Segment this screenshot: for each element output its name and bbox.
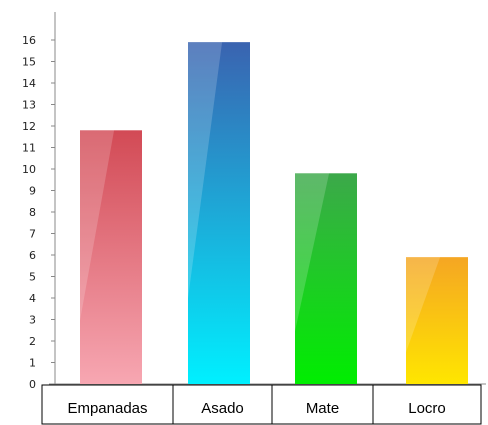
y-tick-label: 10: [22, 163, 36, 176]
category-label-row: Empanadas Asado Mate Locro: [41, 384, 482, 425]
bar-empanadas: [80, 130, 142, 384]
y-tick-label: 11: [22, 142, 36, 155]
y-tick-label: 16: [22, 34, 36, 47]
bar-sheen: [80, 130, 115, 321]
y-tick-label: 9: [29, 185, 36, 198]
y-tick-label: 8: [29, 206, 36, 219]
y-tick-label: 4: [29, 292, 36, 305]
y-tick-label: 7: [29, 228, 36, 241]
y-tick-label: 1: [29, 357, 36, 370]
category-cell: [372, 384, 482, 425]
y-tick-label: 5: [29, 271, 36, 284]
y-tick-label: 0: [29, 378, 36, 391]
y-tick-label: 13: [22, 99, 36, 112]
y-tick-label: 3: [29, 314, 36, 327]
category-label: Locro: [408, 400, 446, 417]
y-tick-label: 12: [22, 120, 36, 133]
bars-group: [80, 42, 468, 385]
category-label: Mate: [306, 400, 339, 417]
y-tick-label: 15: [22, 56, 36, 69]
bar-sheen: [295, 173, 330, 332]
category-label: Empanadas: [67, 400, 147, 417]
y-tick-label: 2: [29, 335, 36, 348]
bar-mate: [295, 173, 357, 384]
bar-asado: [188, 42, 250, 385]
y-tick-label: 6: [29, 249, 36, 262]
bar-locro: [406, 257, 468, 384]
category-label: Asado: [201, 400, 244, 417]
bar-sheen: [406, 257, 441, 353]
y-tick-label: 14: [22, 77, 36, 90]
bar-sheen: [188, 42, 223, 299]
